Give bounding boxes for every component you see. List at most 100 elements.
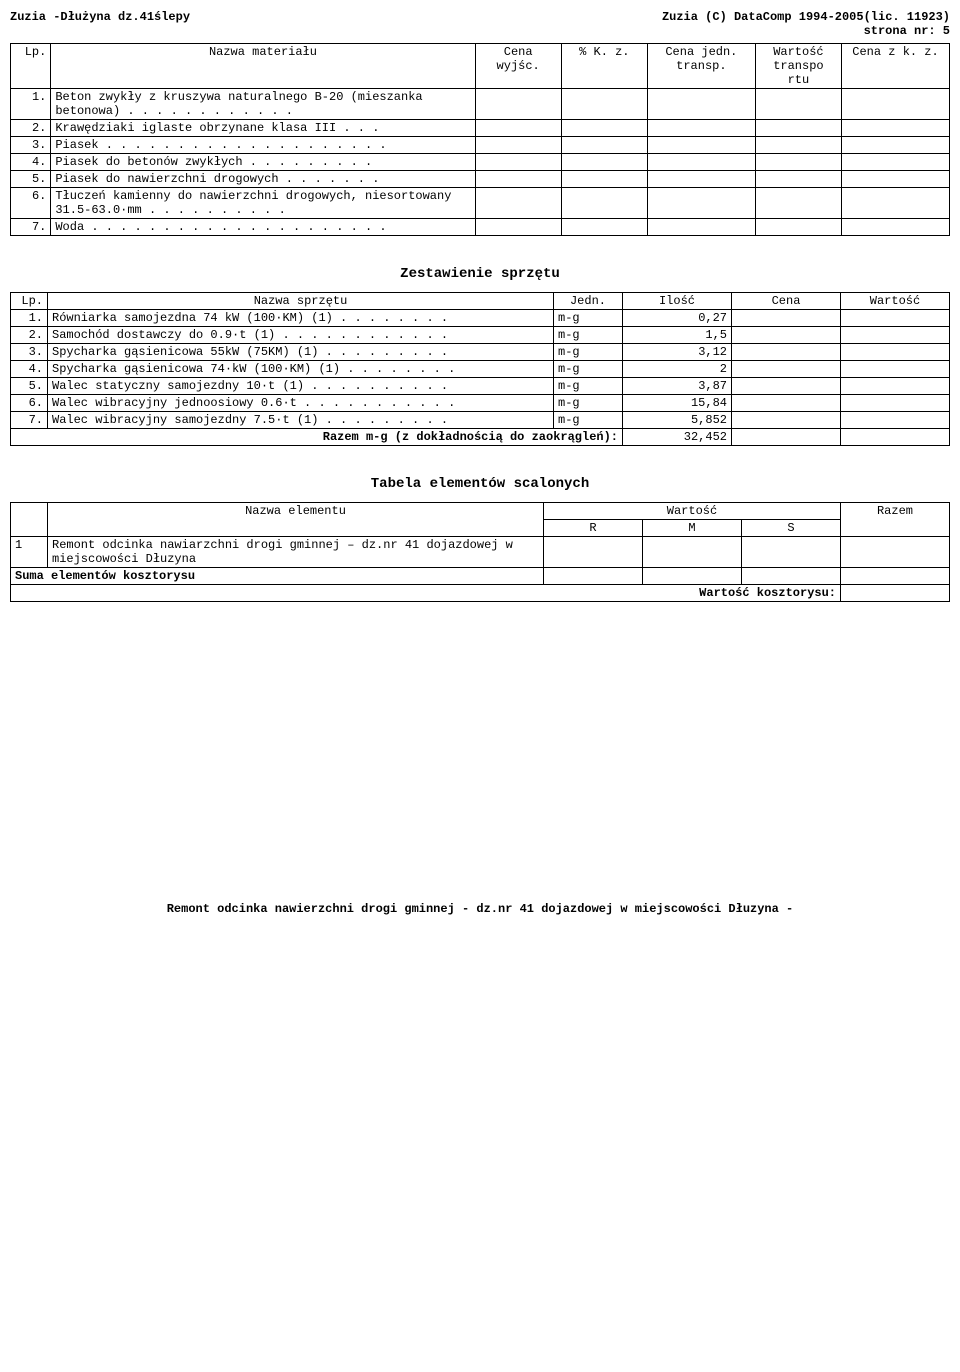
col-r: R <box>544 520 643 537</box>
row-wartosc <box>841 361 950 378</box>
row-cena-wyjsc <box>475 154 561 171</box>
row-wartosc <box>841 310 950 327</box>
col-cena-zk: Cena z k. z. <box>842 44 950 89</box>
sum-razem <box>841 568 950 585</box>
row-name: Równiarka samojezdna 74 kW (100·KM) (1) … <box>48 310 554 327</box>
row-num: 4. <box>11 154 51 171</box>
col-cena: Cena <box>732 293 841 310</box>
row-cena-zk <box>842 171 950 188</box>
row-ilosc: 1,5 <box>623 327 732 344</box>
row-kz <box>561 188 647 219</box>
row-cena-zk <box>842 154 950 171</box>
row-cena-zk <box>842 120 950 137</box>
elements-sum-row: Suma elementów kosztorysu <box>11 568 950 585</box>
row-ilosc: 5,852 <box>623 412 732 429</box>
row-cena-jedn <box>647 154 755 171</box>
table-row: 2.Krawędziaki iglaste obrzynane klasa II… <box>11 120 950 137</box>
row-kz <box>561 89 647 120</box>
row-ilosc: 3,87 <box>623 378 732 395</box>
row-jedn: m-g <box>554 412 623 429</box>
row-num: 3. <box>11 137 51 154</box>
row-wartosc <box>755 137 841 154</box>
row-jedn: m-g <box>554 378 623 395</box>
row-wartosc <box>755 154 841 171</box>
row-num: 2. <box>11 327 48 344</box>
row-cena-jedn <box>647 171 755 188</box>
row-num: 5. <box>11 378 48 395</box>
page-header: Zuzia -Dłużyna dz.41ślepy Zuzia (C) Data… <box>10 10 950 38</box>
row-ilosc: 2 <box>623 361 732 378</box>
sum-r <box>544 568 643 585</box>
row-wartosc <box>841 378 950 395</box>
row-jedn: m-g <box>554 361 623 378</box>
equipment-table: Lp. Nazwa sprzętu Jedn. Ilość Cena Warto… <box>10 292 950 446</box>
row-s <box>742 537 841 568</box>
elements-table: Nazwa elementu Wartość Razem R M S 1 Rem… <box>10 502 950 602</box>
col-wartosc: Wartość <box>544 503 841 520</box>
row-kz <box>561 219 647 236</box>
col-m: M <box>643 520 742 537</box>
col-ilosc: Ilość <box>623 293 732 310</box>
row-ilosc: 3,12 <box>623 344 732 361</box>
col-name: Nazwa materiału <box>51 44 475 89</box>
row-cena-zk <box>842 188 950 219</box>
totals-label: Razem m-g (z dokładnością do zaokrągleń)… <box>11 429 623 446</box>
col-s: S <box>742 520 841 537</box>
table-row: 2.Samochód dostawczy do 0.9·t (1) . . . … <box>11 327 950 344</box>
row-num: 1 <box>11 537 48 568</box>
row-name: Spycharka gąsienicowa 74·kW (100·KM) (1)… <box>48 361 554 378</box>
table-row: 3.Spycharka gąsienicowa 55kW (75KM) (1) … <box>11 344 950 361</box>
table-row: 6.Walec wibracyjny jednoosiowy 0.6·t . .… <box>11 395 950 412</box>
row-name: Remont odcinka nawiarzchni drogi gminnej… <box>48 537 544 568</box>
row-num: 4. <box>11 361 48 378</box>
row-num: 3. <box>11 344 48 361</box>
page-footer: Remont odcinka nawierzchni drogi gminnej… <box>10 902 950 916</box>
row-num: 6. <box>11 395 48 412</box>
row-name: Beton zwykły z kruszywa naturalnego B-20… <box>51 89 475 120</box>
elements-row: 1 Remont odcinka nawiarzchni drogi gminn… <box>11 537 950 568</box>
row-ilosc: 15,84 <box>623 395 732 412</box>
row-jedn: m-g <box>554 327 623 344</box>
row-cena <box>732 310 841 327</box>
col-jedn: Jedn. <box>554 293 623 310</box>
table-row: 7.Woda . . . . . . . . . . . . . . . . .… <box>11 219 950 236</box>
table-row: 4.Spycharka gąsienicowa 74·kW (100·KM) (… <box>11 361 950 378</box>
header-left: Zuzia -Dłużyna dz.41ślepy <box>10 10 190 38</box>
totals-cena <box>732 429 841 446</box>
row-name: Tłuczeń kamienny do nawierzchni drogowyc… <box>51 188 475 219</box>
row-num: 1. <box>11 89 51 120</box>
col-name: Nazwa sprzętu <box>48 293 554 310</box>
row-kz <box>561 137 647 154</box>
row-jedn: m-g <box>554 310 623 327</box>
row-cena-jedn <box>647 188 755 219</box>
row-cena-wyjsc <box>475 188 561 219</box>
row-cena-jedn <box>647 137 755 154</box>
row-name: Piasek . . . . . . . . . . . . . . . . .… <box>51 137 475 154</box>
header-right1: Zuzia (C) DataComp 1994-2005(lic. 11923) <box>662 10 950 24</box>
row-wartosc <box>841 344 950 361</box>
col-cena-jedn: Cena jedn. transp. <box>647 44 755 89</box>
equipment-totals-row: Razem m-g (z dokładnością do zaokrągleń)… <box>11 429 950 446</box>
row-cena-zk <box>842 219 950 236</box>
totals-wartosc <box>841 429 950 446</box>
col-name: Nazwa elementu <box>48 503 544 537</box>
table-row: 5.Walec statyczny samojezdny 10·t (1) . … <box>11 378 950 395</box>
equipment-title: Zestawienie sprzętu <box>10 266 950 282</box>
header-right2: strona nr: 5 <box>662 24 950 38</box>
row-name: Walec wibracyjny jednoosiowy 0.6·t . . .… <box>48 395 554 412</box>
table-row: 5.Piasek do nawierzchni drogowych . . . … <box>11 171 950 188</box>
row-m <box>643 537 742 568</box>
wartosc-value <box>841 585 950 602</box>
row-cena-wyjsc <box>475 137 561 154</box>
row-cena-jedn <box>647 89 755 120</box>
row-cena-jedn <box>647 219 755 236</box>
row-wartosc <box>755 188 841 219</box>
col-lp: Lp. <box>11 44 51 89</box>
row-razem <box>841 537 950 568</box>
row-wartosc <box>841 412 950 429</box>
row-num: 2. <box>11 120 51 137</box>
table-row: 1.Równiarka samojezdna 74 kW (100·KM) (1… <box>11 310 950 327</box>
row-cena-jedn <box>647 120 755 137</box>
row-name: Krawędziaki iglaste obrzynane klasa III … <box>51 120 475 137</box>
row-name: Spycharka gąsienicowa 55kW (75KM) (1) . … <box>48 344 554 361</box>
